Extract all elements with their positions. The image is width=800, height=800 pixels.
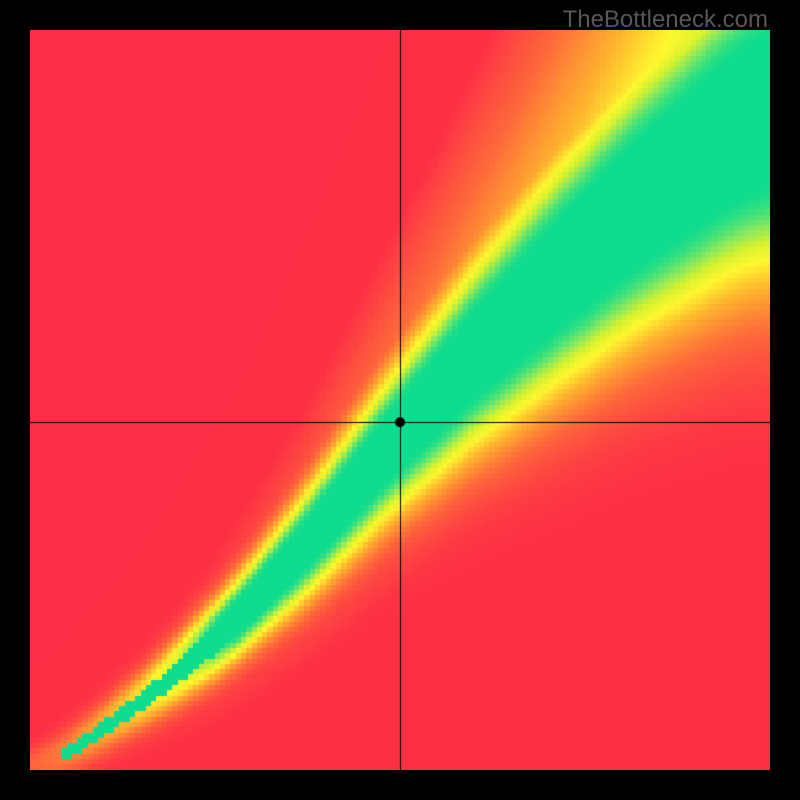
heatmap-canvas: [30, 30, 770, 770]
watermark-text: TheBottleneck.com: [563, 6, 768, 34]
chart-stage: TheBottleneck.com: [0, 0, 800, 800]
